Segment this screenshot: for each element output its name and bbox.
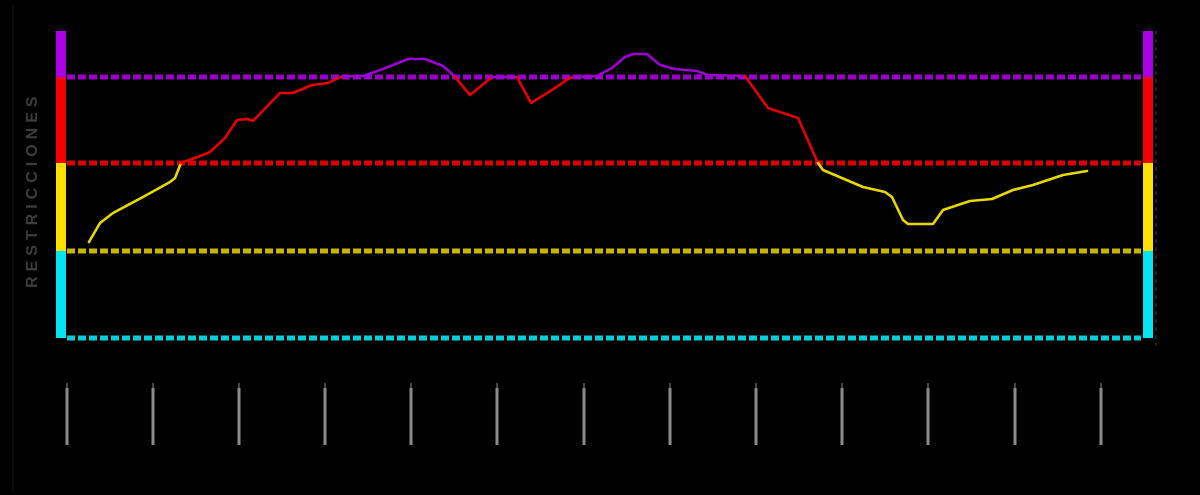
left-axis-bar-rojo	[56, 77, 66, 163]
left-axis-bar-amarillo	[56, 163, 66, 251]
left-axis-bar-cian	[56, 251, 66, 338]
series-segment-rojo	[179, 74, 345, 165]
series-segment-amarillo	[87, 161, 183, 244]
series-segment-amarillo	[816, 161, 1089, 226]
series-segment-morado	[571, 52, 747, 79]
right-axis-bar-amarillo	[1143, 163, 1153, 251]
left-axis-bar-morado	[56, 31, 66, 77]
right-axis-bar-morado	[1143, 31, 1153, 77]
series-segment-rojo	[453, 75, 494, 97]
right-axis-bar-cian	[1143, 251, 1153, 338]
series-segment-rojo	[743, 74, 820, 165]
right-axis-bar-rojo	[1143, 77, 1153, 163]
series-segment-morado	[341, 57, 457, 79]
y-axis-label: RESTRICCIONES	[24, 91, 41, 289]
series-segment-rojo	[515, 75, 575, 105]
